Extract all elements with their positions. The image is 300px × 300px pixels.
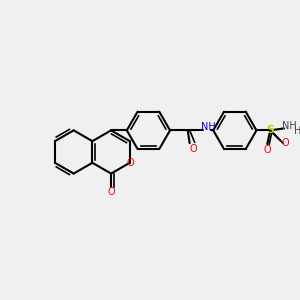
Text: NH: NH xyxy=(201,122,216,132)
Text: O: O xyxy=(263,145,271,155)
Text: H: H xyxy=(294,126,300,136)
Text: O: O xyxy=(127,158,135,168)
Text: NH: NH xyxy=(283,122,297,131)
Text: O: O xyxy=(190,144,197,154)
Text: O: O xyxy=(281,138,289,148)
Text: S: S xyxy=(266,125,274,135)
Text: O: O xyxy=(107,187,115,197)
